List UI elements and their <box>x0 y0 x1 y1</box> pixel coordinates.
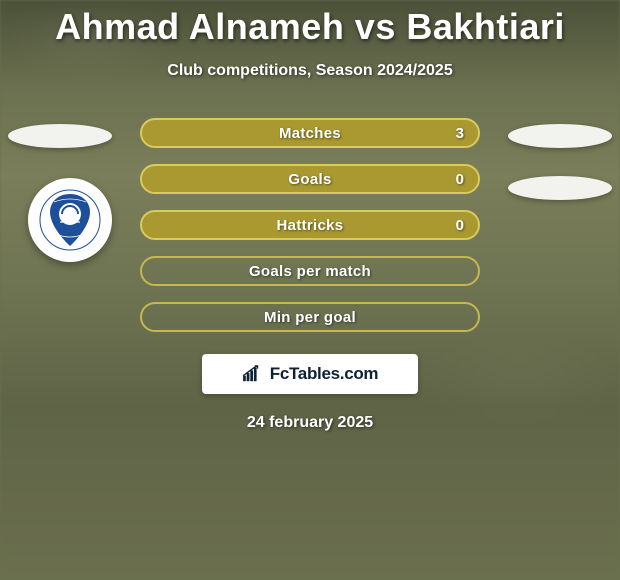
stat-row-hattricks: Hattricks 0 <box>140 210 480 240</box>
club-crest-icon <box>38 188 102 252</box>
stat-row-matches: Matches 3 <box>140 118 480 148</box>
page-title: Ahmad Alnameh vs Bakhtiari <box>0 0 620 48</box>
stat-label: Goals per match <box>249 263 371 280</box>
infographic-content: Ahmad Alnameh vs Bakhtiari Club competit… <box>0 0 620 580</box>
stat-row-goals: Goals 0 <box>140 164 480 194</box>
stat-label: Hattricks <box>277 217 344 234</box>
player-marker-left <box>8 124 112 148</box>
player-marker-right-2 <box>508 176 612 200</box>
brand-attribution: FcTables.com <box>202 354 418 394</box>
brand-text: FcTables.com <box>270 364 379 384</box>
stat-label: Goals <box>288 171 331 188</box>
stat-value: 0 <box>456 171 464 188</box>
page-subtitle: Club competitions, Season 2024/2025 <box>0 62 620 80</box>
stat-value: 3 <box>456 125 464 142</box>
stat-label: Matches <box>279 125 341 142</box>
stat-row-min-per-goal: Min per goal <box>140 302 480 332</box>
chart-bars-icon <box>242 365 264 383</box>
stat-value: 0 <box>456 217 464 234</box>
team-badge <box>28 178 112 262</box>
stat-row-goals-per-match: Goals per match <box>140 256 480 286</box>
stat-label: Min per goal <box>264 309 356 326</box>
player-marker-right-1 <box>508 124 612 148</box>
date-text: 24 february 2025 <box>0 414 620 432</box>
